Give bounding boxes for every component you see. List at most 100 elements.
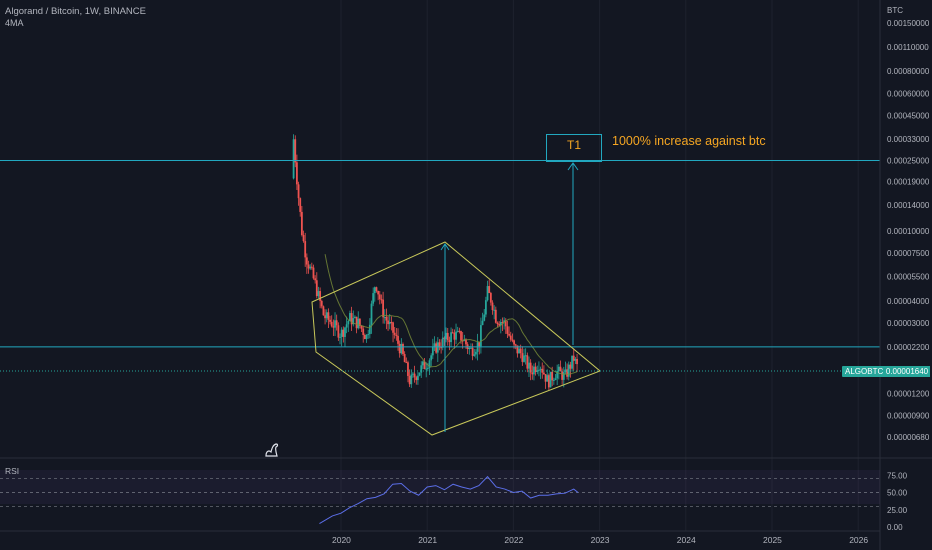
candle-body (292, 139, 295, 179)
candle-body (417, 375, 419, 381)
candle-body (307, 264, 310, 269)
candle-body (349, 313, 351, 322)
candle-body (491, 302, 494, 311)
candle-body (501, 322, 504, 324)
time-axis[interactable]: 2020 2021 2022 2023 2024 2025 2026 (332, 535, 868, 545)
candle-body (319, 291, 322, 301)
candle-body (430, 355, 433, 361)
candle-body (354, 316, 356, 319)
rsi-tick-label: 75.00 (887, 471, 908, 480)
candle-body (296, 162, 298, 185)
candle-body (337, 325, 340, 338)
candle-body (557, 366, 560, 371)
price-axis[interactable]: 0.00150000 0.00110000 0.00080000 0.00060000… (887, 19, 930, 442)
candle-body (493, 309, 496, 311)
candle-body (352, 318, 355, 325)
candle-body (377, 290, 380, 295)
candle-body (541, 368, 544, 373)
candle-body (458, 330, 461, 332)
candle-body (372, 293, 375, 304)
price-tick-label: 0.00007500 (887, 249, 930, 258)
candle-body (436, 342, 439, 353)
candle-body (549, 371, 552, 388)
candle-body (441, 337, 444, 348)
candle-body (428, 360, 431, 368)
candle-body (576, 358, 578, 365)
candle-body (451, 332, 454, 334)
candle-body (471, 347, 474, 356)
candle-body (543, 372, 545, 375)
candle-body (421, 361, 424, 366)
symbol-title[interactable]: Algorand / Bitcoin, 1W, BINANCE (5, 6, 146, 17)
candle-body (300, 211, 303, 236)
candle-body (304, 241, 307, 258)
candle-body (390, 322, 393, 324)
candle-body (480, 325, 482, 347)
candle-body (387, 320, 389, 325)
candle-body (339, 336, 341, 338)
candle-body (519, 348, 522, 354)
candle-body (546, 375, 549, 382)
candle-body (355, 316, 358, 329)
time-tick-label: 2022 (504, 535, 523, 545)
candle-body (412, 373, 414, 375)
candle-body (544, 374, 547, 382)
candle-body (518, 348, 520, 354)
candle-body (504, 320, 507, 327)
target-box[interactable]: T1 (546, 134, 602, 162)
candle-body (566, 369, 569, 377)
candle-body (440, 347, 443, 349)
candle-body (407, 362, 409, 376)
symbol-badge: ALGOBTC (842, 366, 887, 377)
candle-body (397, 335, 399, 344)
candle-body (335, 320, 338, 326)
price-tick-label: 0.00014000 (887, 201, 930, 210)
candle-body (302, 235, 305, 242)
candle-body (572, 355, 575, 361)
candle-body (410, 374, 413, 385)
price-tick-label: 0.00080000 (887, 67, 930, 76)
candle-body (554, 378, 557, 380)
candle-body (380, 299, 383, 301)
time-tick-label: 2021 (418, 535, 437, 545)
candle-body (445, 332, 447, 340)
candle-body (415, 377, 418, 381)
candle-body (494, 309, 497, 323)
candle-body (524, 355, 527, 357)
candle-body (393, 332, 396, 335)
candle-body (329, 319, 331, 322)
candle-body (315, 280, 318, 297)
candle-body (325, 312, 328, 319)
candle-body (450, 332, 452, 343)
candle-body (413, 373, 416, 378)
candle-body (534, 366, 537, 372)
candle-body (460, 331, 462, 341)
candle-body (320, 300, 323, 307)
candle-body (475, 351, 477, 355)
rsi-label[interactable]: RSI (5, 466, 20, 476)
price-tick-label: 0.00045000 (887, 111, 930, 120)
candle-body (398, 343, 401, 354)
candle-body (559, 366, 562, 372)
target-annotation[interactable]: 1000% increase against btc (612, 134, 766, 148)
candle-body (357, 318, 360, 329)
candle-body (551, 371, 554, 381)
candle-body (400, 344, 403, 354)
candle-body (327, 312, 330, 320)
candle-body (375, 287, 378, 291)
height-arrow-head (440, 243, 450, 251)
candle-body (489, 293, 492, 303)
price-tick-label: 0.00110000 (887, 43, 929, 52)
candle-body (330, 321, 333, 327)
candle-body (322, 306, 325, 316)
indicator-label[interactable]: 4MA (5, 18, 24, 28)
price-tick-label: 0.00000680 (887, 433, 930, 442)
candle-body (402, 344, 404, 355)
diamond-pattern[interactable] (311, 241, 601, 436)
candle-body (342, 329, 345, 337)
horizontal-levels[interactable] (0, 159, 880, 348)
candle-body (470, 347, 472, 349)
candle-body (567, 364, 570, 377)
candle-body (370, 303, 373, 325)
